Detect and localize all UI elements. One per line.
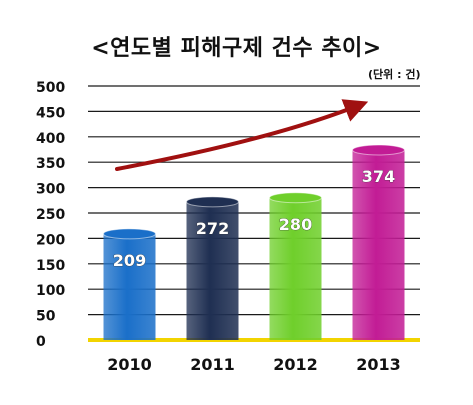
y-tick-label: 400 xyxy=(36,131,65,147)
y-tick-label: 500 xyxy=(36,80,65,96)
bar xyxy=(352,150,405,340)
data-label: 280 xyxy=(279,215,312,234)
trend-arrow xyxy=(115,99,369,171)
x-tick-label: 2010 xyxy=(107,355,152,374)
y-tick-label: 450 xyxy=(36,105,65,121)
bar-top xyxy=(186,196,239,208)
bar-top xyxy=(103,228,156,240)
bar xyxy=(103,233,156,340)
unit-label: (단위 : 건) xyxy=(368,68,421,81)
y-tick-label: 300 xyxy=(36,182,65,198)
data-label: 272 xyxy=(196,219,229,238)
bar-top xyxy=(269,192,322,204)
x-tick-label: 2013 xyxy=(356,355,401,374)
x-tick-label: 2011 xyxy=(190,355,235,374)
y-tick-label: 0 xyxy=(36,334,46,350)
y-tick-label: 150 xyxy=(36,258,65,274)
bar-top xyxy=(352,144,405,156)
x-tick-label: 2012 xyxy=(273,355,318,374)
y-tick-label: 50 xyxy=(36,309,56,325)
data-label: 209 xyxy=(113,251,146,270)
data-label: 374 xyxy=(362,167,395,186)
y-tick-label: 200 xyxy=(36,232,65,248)
y-tick-label: 100 xyxy=(36,283,65,299)
chart-title: <연도별 피해구제 건수 추이> xyxy=(91,36,382,61)
y-tick-label: 250 xyxy=(36,207,65,223)
x-axis-baseline xyxy=(88,338,420,342)
bar xyxy=(186,201,239,340)
y-tick-label: 350 xyxy=(36,156,65,172)
bar xyxy=(269,197,322,340)
